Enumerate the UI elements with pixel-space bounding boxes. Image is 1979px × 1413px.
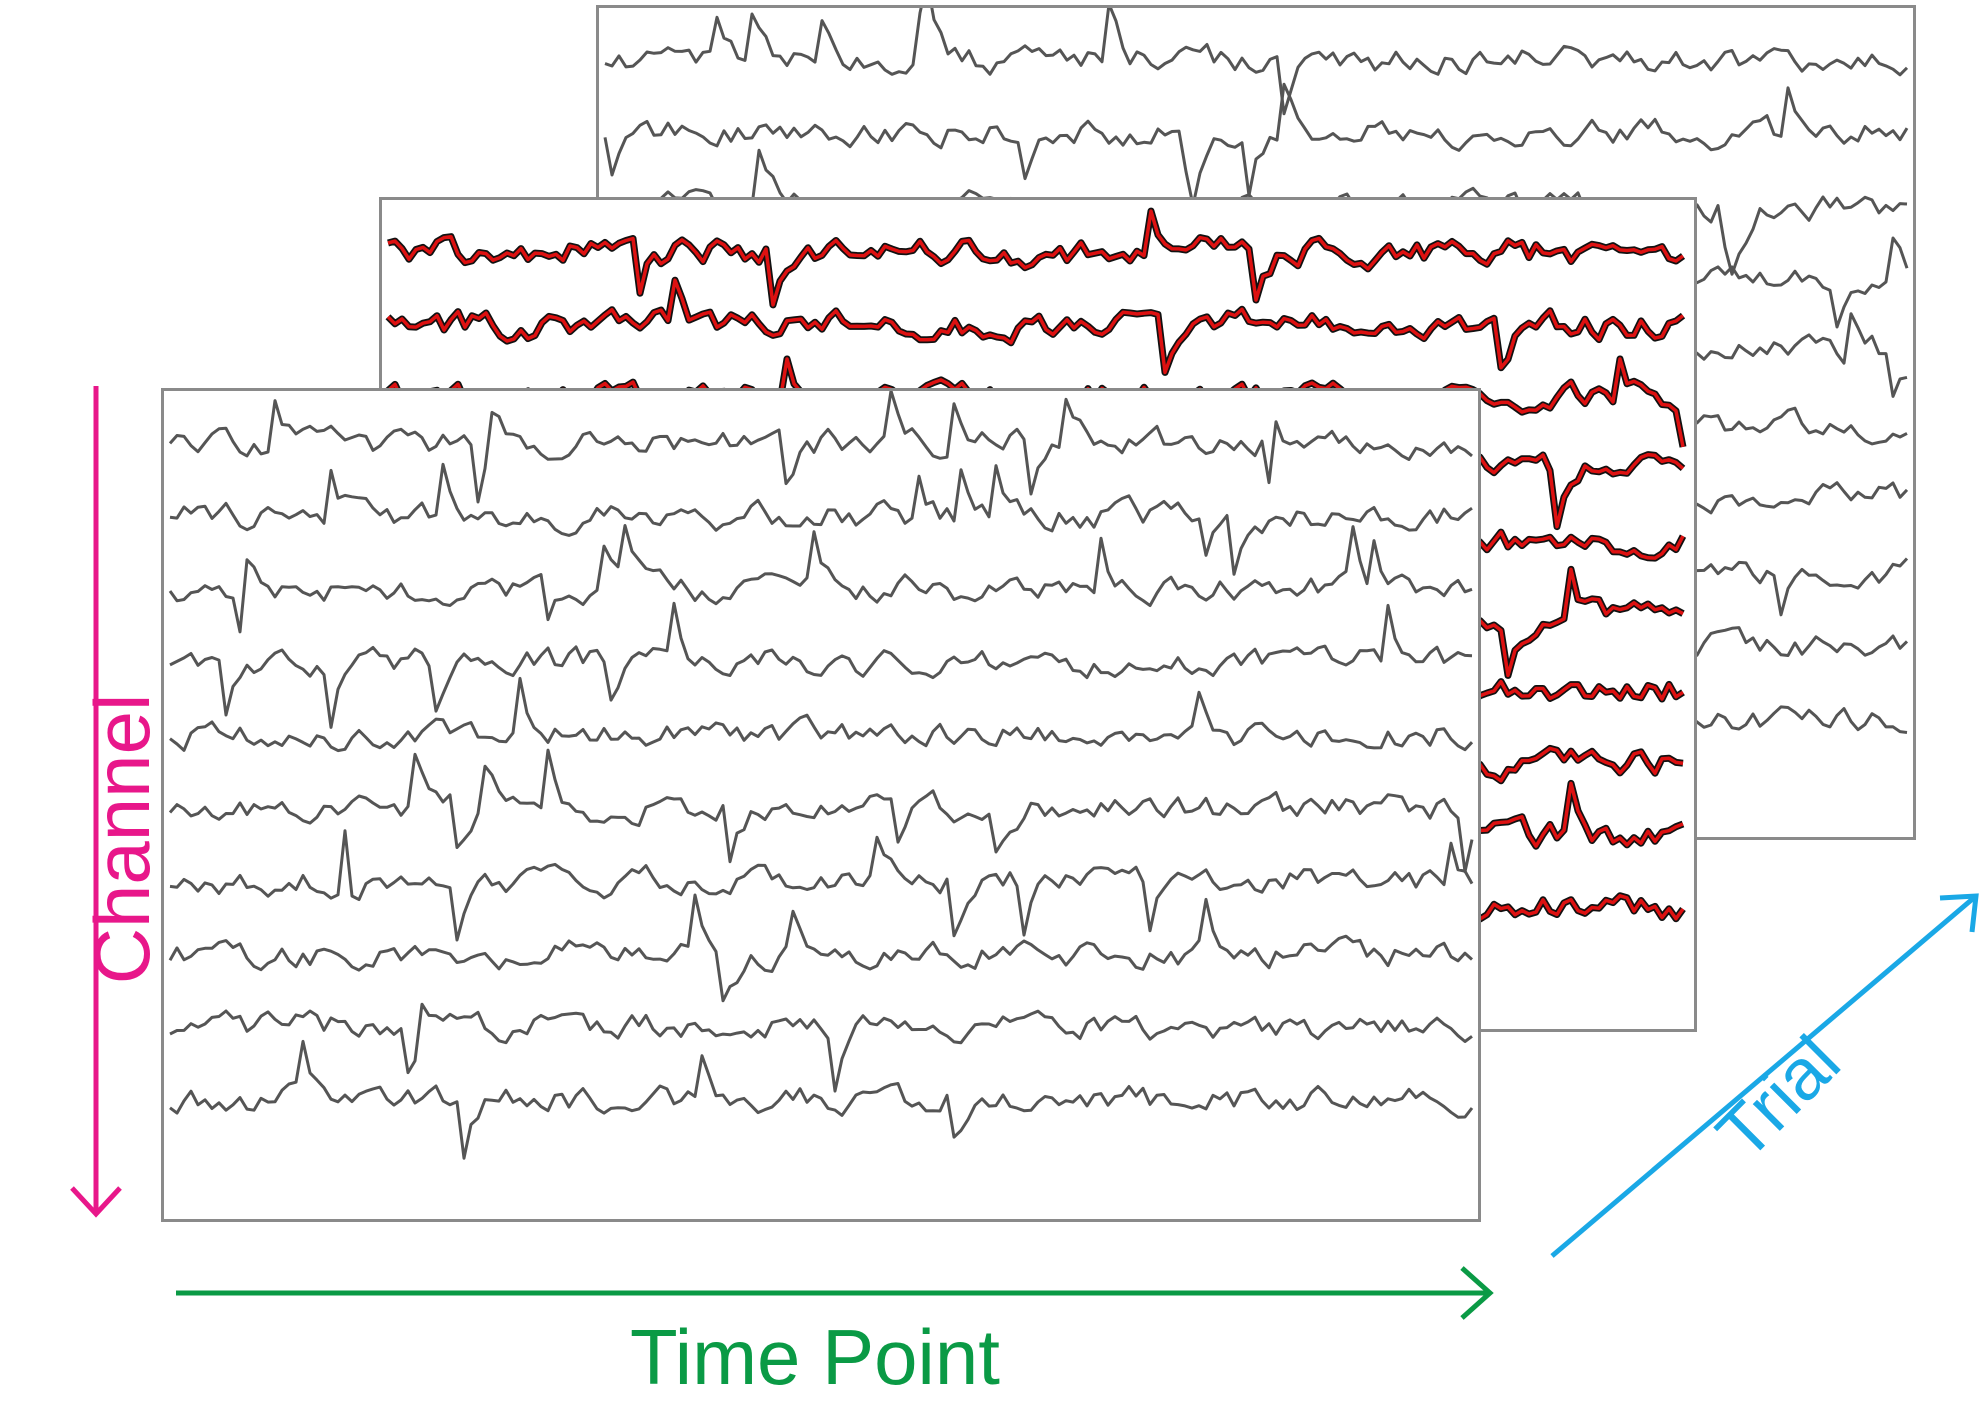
trial-axis-arrow	[1550, 893, 1979, 1258]
channel-trace	[386, 278, 1685, 375]
channel-trace	[169, 1002, 1473, 1093]
time-point-axis-label: Time Point	[630, 1313, 1000, 1401]
channel-axis-arrow	[70, 386, 122, 1218]
time-axis-arrow	[176, 1266, 1494, 1320]
channel-trace	[603, 82, 1909, 207]
channel-axis-label: Channel	[78, 693, 166, 985]
channel-trace	[168, 391, 1473, 504]
channel-trace	[168, 524, 1473, 634]
channel-trace	[169, 1039, 1474, 1160]
channel-trace	[168, 893, 1474, 1003]
channel-trace	[604, 8, 1909, 116]
channel-trace	[168, 748, 1474, 874]
channel-trace	[169, 676, 1474, 753]
channel-trace	[169, 829, 1474, 942]
channel-trace	[387, 209, 1685, 307]
trial-traces-front	[168, 391, 1474, 1160]
channel-trace	[169, 601, 1473, 729]
trial-panel-front	[161, 388, 1481, 1222]
channel-trace	[169, 462, 1473, 576]
